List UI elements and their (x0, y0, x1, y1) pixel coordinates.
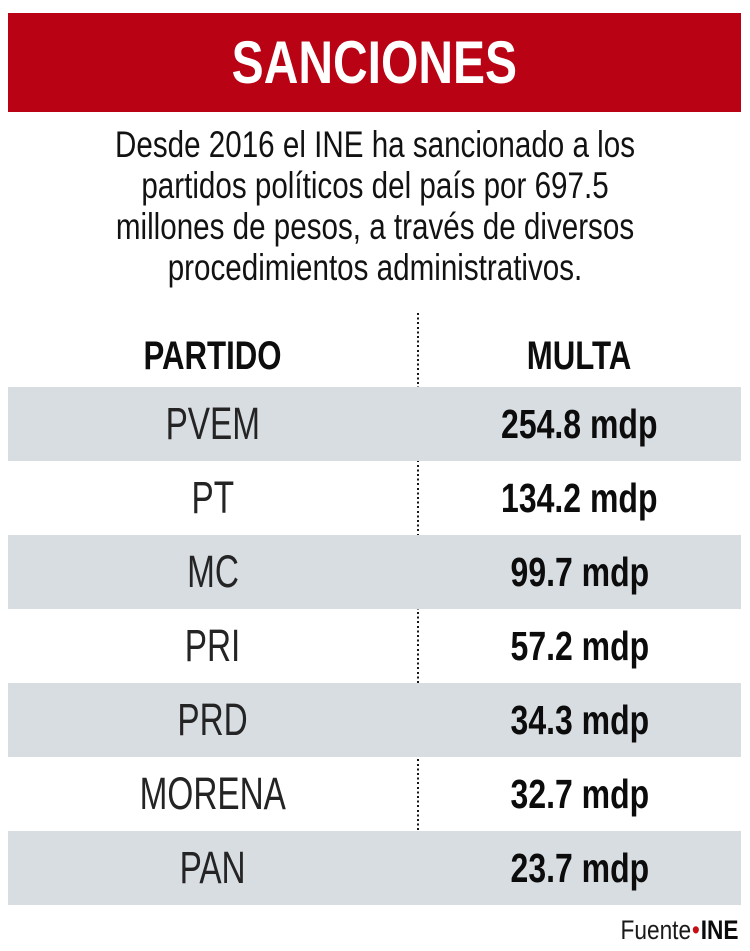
party-cell: PRD (8, 683, 418, 757)
source-credit: Fuente • INE (598, 915, 739, 946)
bullet-dot-icon: • (692, 915, 701, 945)
fine-value: 32.7 mdp (510, 770, 649, 817)
table-row: MORENA 32.7 mdp (8, 757, 741, 831)
fine-cell: 34.3 mdp (418, 683, 741, 757)
header-cell-party: PARTIDO (8, 325, 418, 387)
fine-cell: 32.7 mdp (418, 757, 741, 831)
table-header-row: PARTIDO MULTA (8, 325, 741, 387)
party-name: PRD (177, 694, 249, 745)
fine-cell: 254.8 mdp (418, 387, 741, 461)
intro-line: Desde 2016 el INE ha sancionado a los (115, 124, 635, 165)
fine-value: 134.2 mdp (501, 474, 658, 521)
source-name: INE (701, 915, 739, 945)
table-row: PAN 23.7 mdp (8, 831, 741, 905)
table-row: PRD 34.3 mdp (8, 683, 741, 757)
party-cell: PRI (8, 609, 418, 683)
party-name: PAN (180, 842, 246, 893)
fine-value: 254.8 mdp (501, 400, 658, 447)
party-name: PVEM (165, 398, 261, 449)
fine-value: 57.2 mdp (510, 622, 649, 669)
column-header-multa: MULTA (527, 333, 632, 378)
party-cell: PT (8, 461, 418, 535)
party-cell: PAN (8, 831, 418, 905)
party-cell: MC (8, 535, 418, 609)
fine-value: 34.3 mdp (510, 696, 649, 743)
table-row: MC 99.7 mdp (8, 535, 741, 609)
party-name: MC (187, 546, 239, 597)
party-cell: PVEM (8, 387, 418, 461)
intro-line: partidos políticos del país por 697.5 (141, 165, 609, 206)
party-cell: MORENA (8, 757, 418, 831)
party-name: PRI (185, 620, 241, 671)
page-title: SANCIONES (231, 29, 518, 96)
fine-cell: 99.7 mdp (418, 535, 741, 609)
party-name: PT (191, 472, 235, 523)
intro-line: procedimientos administrativos. (167, 247, 583, 288)
table-row: PT 134.2 mdp (8, 461, 741, 535)
intro-paragraph: Desde 2016 el INE ha sancionado a los pa… (0, 124, 750, 288)
table-row: PRI 57.2 mdp (8, 609, 741, 683)
sanctions-table: PARTIDO MULTA PVEM 254.8 mdp PT 134.2 md… (8, 325, 741, 905)
source-label: Fuente (620, 915, 692, 945)
fine-value: 99.7 mdp (510, 548, 649, 595)
title-banner: SANCIONES (8, 13, 741, 112)
fine-value: 23.7 mdp (510, 844, 649, 891)
fine-cell: 134.2 mdp (418, 461, 741, 535)
intro-line: millones de pesos, a través de diversos (115, 206, 635, 247)
table-row: PVEM 254.8 mdp (8, 387, 741, 461)
fine-cell: 23.7 mdp (418, 831, 741, 905)
source-credit-inner: Fuente • INE (621, 915, 739, 946)
party-name: MORENA (139, 768, 287, 819)
header-cell-fine: MULTA (418, 325, 741, 387)
fine-cell: 57.2 mdp (418, 609, 741, 683)
column-header-partido: PARTIDO (143, 333, 283, 378)
